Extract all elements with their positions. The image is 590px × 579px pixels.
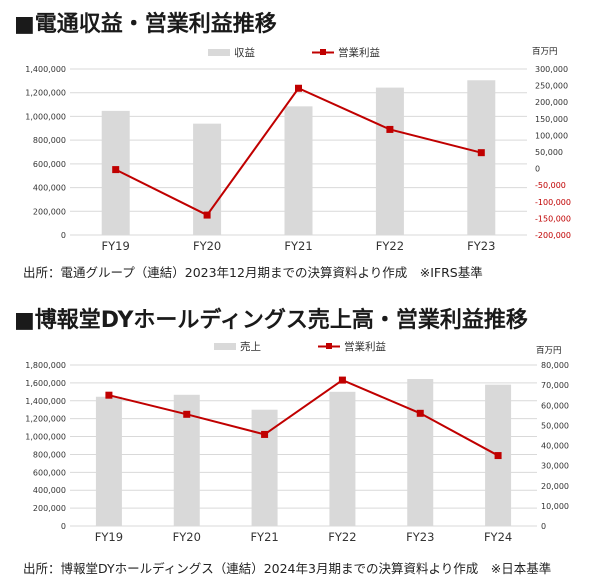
chart-panel-dentsu: ■電通収益・営業利益推移 0 200,000 400,000 600,000 800,0… bbox=[0, 0, 590, 286]
y-right-tick-label: 80,000 bbox=[541, 361, 569, 370]
line-point bbox=[112, 166, 120, 174]
line-point bbox=[261, 430, 269, 438]
legend-label: 営業利益 bbox=[344, 340, 386, 353]
legend-swatch-marker bbox=[320, 49, 326, 55]
x-tick-label: FY21 bbox=[284, 239, 312, 253]
y-right-tick-label: 200,000 bbox=[535, 98, 568, 107]
chart-title: ■電通収益・営業利益推移 bbox=[14, 12, 277, 37]
chart-panel-hakuhodo: ■博報堂DYホールディングス売上高・営業利益推移 0 200,000 400,000… bbox=[0, 296, 590, 579]
line-point bbox=[338, 376, 346, 384]
y-left-tick-label: 800,000 bbox=[33, 136, 66, 145]
bar bbox=[95, 396, 122, 526]
line-point bbox=[203, 211, 211, 219]
line-point bbox=[477, 149, 485, 157]
y-left-tick-label: 1,000,000 bbox=[25, 112, 66, 121]
y-left-tick-label: 1,400,000 bbox=[25, 397, 66, 406]
y-left-tick-label: 200,000 bbox=[33, 207, 66, 216]
y-right-unit-label: 百万円 bbox=[536, 346, 562, 356]
y-right-tick-label: 70,000 bbox=[541, 381, 569, 390]
x-tick-label: FY20 bbox=[173, 530, 201, 544]
x-tick-label: FY20 bbox=[193, 239, 221, 253]
y-right-tick-label: 150,000 bbox=[535, 115, 568, 124]
legend-label: 売上 bbox=[240, 340, 261, 353]
y-left-tick-label: 1,400,000 bbox=[25, 65, 66, 74]
y-right-tick-label: 10,000 bbox=[541, 502, 569, 511]
y-left-tick-label: 1,000,000 bbox=[25, 433, 66, 442]
y-right-tick-label: -50,000 bbox=[535, 181, 566, 190]
y-right-unit-label: 百万円 bbox=[532, 47, 558, 57]
y-right-tick-label: 100,000 bbox=[535, 131, 568, 140]
y-left-tick-label: 600,000 bbox=[33, 160, 66, 169]
y-right-tick-label: 50,000 bbox=[535, 148, 563, 157]
x-tick-label: FY23 bbox=[467, 239, 495, 253]
chart-source-note: 出所：電通グループ（連結）2023年12月期までの決算資料より作成 ※IFRS基… bbox=[23, 265, 483, 280]
chart-hakuhodo: 0 200,000 400,000 600,000 800,000 1,000,000 1,… bbox=[25, 340, 569, 544]
x-tick-label: FY22 bbox=[328, 530, 356, 544]
line-point bbox=[105, 391, 113, 399]
x-tick-label: FY21 bbox=[250, 530, 278, 544]
x-tick-label: FY24 bbox=[484, 530, 512, 544]
y-left-tick-label: 400,000 bbox=[33, 486, 66, 495]
chart-title: ■博報堂DYホールディングス売上高・営業利益推移 bbox=[14, 308, 528, 333]
y-left-tick-label: 600,000 bbox=[33, 468, 66, 477]
legend-swatch-bar bbox=[214, 343, 236, 350]
y-right-tick-label: 50,000 bbox=[541, 421, 569, 430]
y-right-tick-label: 30,000 bbox=[541, 462, 569, 471]
x-tick-label: FY23 bbox=[406, 530, 434, 544]
line-point bbox=[386, 125, 394, 133]
line-point bbox=[494, 452, 502, 460]
chart-source-note: 出所：博報堂DYホールディングス（連結）2024年3月期までの決算資料より作成 … bbox=[23, 561, 552, 576]
y-left-tick-label: 1,800,000 bbox=[25, 361, 66, 370]
y-left-tick-label: 800,000 bbox=[33, 450, 66, 459]
y-left-tick-label: 1,200,000 bbox=[25, 415, 66, 424]
line-point bbox=[416, 409, 424, 417]
bar bbox=[284, 106, 313, 235]
y-left-tick-label: 0 bbox=[61, 522, 66, 531]
bar bbox=[467, 80, 496, 235]
y-left-tick-label: 1,600,000 bbox=[25, 379, 66, 388]
x-tick-label: FY22 bbox=[376, 239, 404, 253]
y-left-tick-label: 200,000 bbox=[33, 504, 66, 513]
y-right-tick-label: -200,000 bbox=[535, 231, 571, 240]
bar bbox=[329, 391, 356, 526]
line-point bbox=[183, 410, 191, 418]
y-right-tick-label: -100,000 bbox=[535, 198, 571, 207]
chart-dentsu: 0 200,000 400,000 600,000 800,000 1,000,000 1,… bbox=[25, 46, 571, 253]
y-right-tick-label: 20,000 bbox=[541, 482, 569, 491]
y-left-tick-label: 1,200,000 bbox=[25, 89, 66, 98]
y-right-tick-label: 250,000 bbox=[535, 82, 568, 91]
line-series-operating-profit bbox=[108, 378, 499, 457]
y-left-tick-label: 400,000 bbox=[33, 184, 66, 193]
line-point bbox=[295, 84, 302, 92]
y-right-tick-label: -150,000 bbox=[535, 214, 571, 223]
bar bbox=[407, 379, 434, 526]
legend-swatch-marker bbox=[326, 343, 332, 349]
y-right-tick-label: 40,000 bbox=[541, 442, 569, 451]
y-right-tick-label: 0 bbox=[535, 165, 540, 174]
legend-swatch-bar bbox=[208, 49, 230, 56]
y-left-tick-label: 0 bbox=[61, 231, 66, 240]
x-tick-label: FY19 bbox=[95, 530, 123, 544]
bar bbox=[375, 87, 404, 235]
y-right-tick-label: 60,000 bbox=[541, 401, 569, 410]
x-tick-label: FY19 bbox=[102, 239, 130, 253]
y-right-tick-label: 300,000 bbox=[535, 65, 568, 74]
legend-label: 収益 bbox=[234, 46, 255, 59]
y-right-tick-label: 0 bbox=[541, 522, 546, 531]
legend-label: 営業利益 bbox=[338, 46, 380, 59]
